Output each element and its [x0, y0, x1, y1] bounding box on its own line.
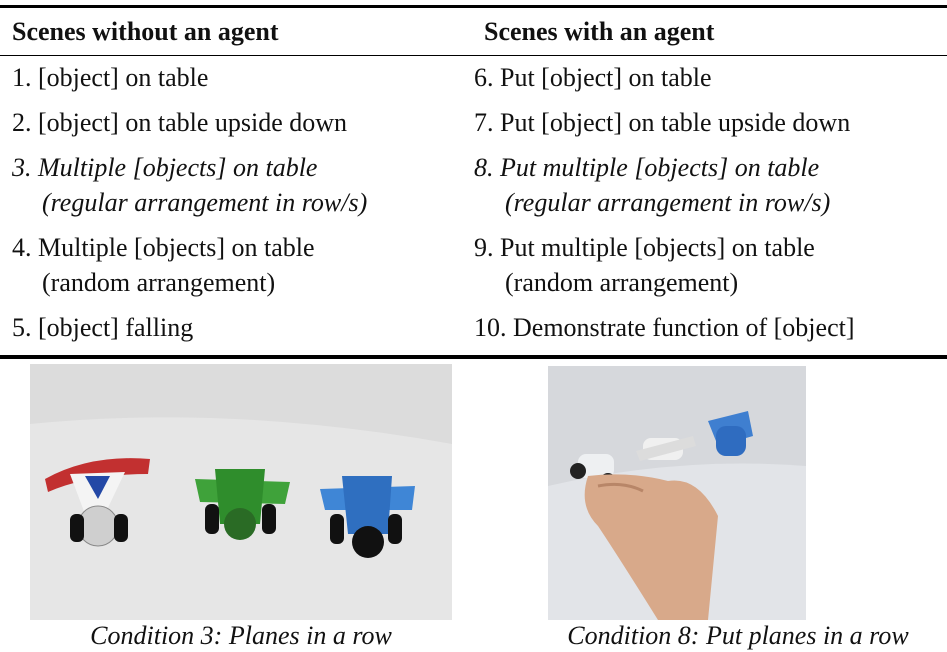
table-cell-line: 7. Put [object] on table upside down: [474, 108, 851, 137]
header-rule: [0, 55, 947, 56]
table-cell-line: 10. Demonstrate function of [object]: [474, 313, 855, 342]
figure-caption: Condition 3: Planes in a row: [90, 621, 392, 650]
table-cell-line: 1. [object] on table: [12, 63, 209, 92]
table-cell-line: 2. [object] on table upside down: [12, 108, 348, 137]
top-rule: [0, 5, 947, 8]
photo: [30, 364, 452, 620]
table-cell-line: (regular arrangement in row/s): [505, 188, 831, 217]
table-cell-line: (regular arrangement in row/s): [42, 188, 368, 217]
table-cell-line: 3. Multiple [objects] on table: [12, 153, 318, 182]
table-cell-line: (random arrangement): [42, 268, 276, 297]
table-cell-line: 6. Put [object] on table: [474, 63, 712, 92]
table-cell-line: (random arrangement): [505, 268, 739, 297]
figure-caption: Condition 8: Put planes in a row: [567, 621, 909, 650]
header-cell: Scenes without an agent: [12, 17, 279, 46]
bottom-rule: [0, 355, 947, 359]
table-cell-line: 9. Put multiple [objects] on table: [474, 233, 815, 262]
table-cell-line: 4. Multiple [objects] on table: [12, 233, 315, 262]
photo: [548, 366, 806, 620]
table-cell-line: 5. [object] falling: [12, 313, 194, 342]
table-cell-line: 8. Put multiple [objects] on table: [474, 153, 820, 182]
header-cell: Scenes with an agent: [484, 17, 715, 46]
